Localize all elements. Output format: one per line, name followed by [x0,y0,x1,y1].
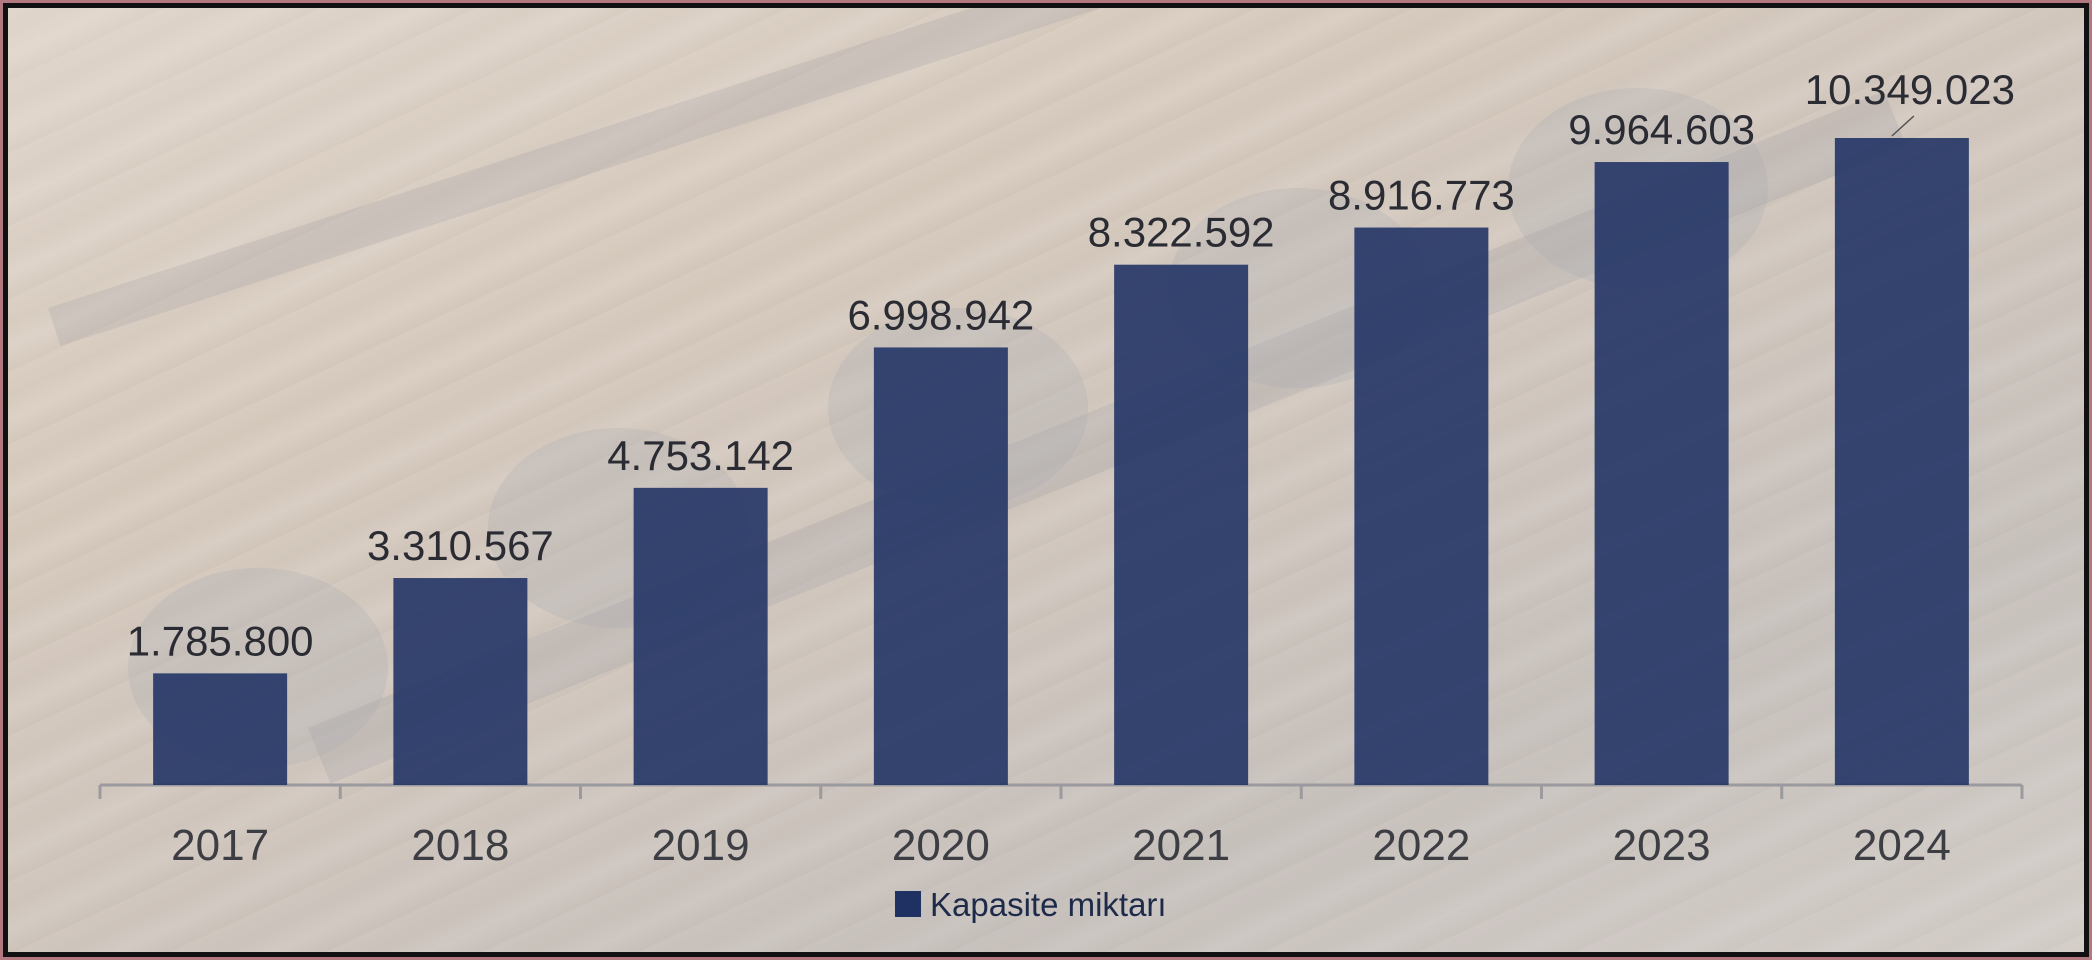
bar-2020 [873,347,1008,785]
x-tick-label-2023: 2023 [1613,821,1711,870]
bar-2017 [153,673,288,785]
bar-2023 [1594,162,1729,786]
data-label-2018: 3.310.567 [367,522,554,569]
bar-2019 [633,487,768,785]
x-tick-label-2017: 2017 [171,821,269,870]
x-axis-tick-labels: 2017 2018 2019 2020 2021 2022 2023 2024 [171,821,1951,870]
x-tick-label-2020: 2020 [892,821,990,870]
data-labels: 1.785.800 3.310.567 4.753.142 6.998.942 8.32… [127,66,2015,664]
legend-swatch [895,891,921,917]
data-label-2022: 8.916.773 [1328,172,1515,219]
bar-2022 [1354,227,1489,785]
x-tick-label-2018: 2018 [411,821,509,870]
legend-label: Kapasite miktarı [930,886,1167,923]
data-label-2021: 8.322.592 [1088,209,1275,256]
bar-2018 [393,578,528,785]
data-label-2020: 6.998.942 [847,291,1034,338]
legend: Kapasite miktarı [895,886,1167,923]
data-label-2023: 9.964.603 [1568,106,1755,153]
data-label-2024: 10.349.023 [1805,66,2015,113]
x-axis-ticks [98,785,2024,799]
data-label-2019: 4.753.142 [607,432,794,479]
x-tick-label-2022: 2022 [1372,821,1470,870]
x-tick-label-2021: 2021 [1132,821,1230,870]
x-tick-label-2019: 2019 [652,821,750,870]
data-label-2017: 1.785.800 [127,617,314,664]
data-label-leader-line [1891,115,1915,137]
bars [153,138,1969,786]
bar-2024 [1834,138,1969,785]
bar-2021 [1114,264,1249,786]
x-tick-label-2024: 2024 [1853,821,1951,870]
